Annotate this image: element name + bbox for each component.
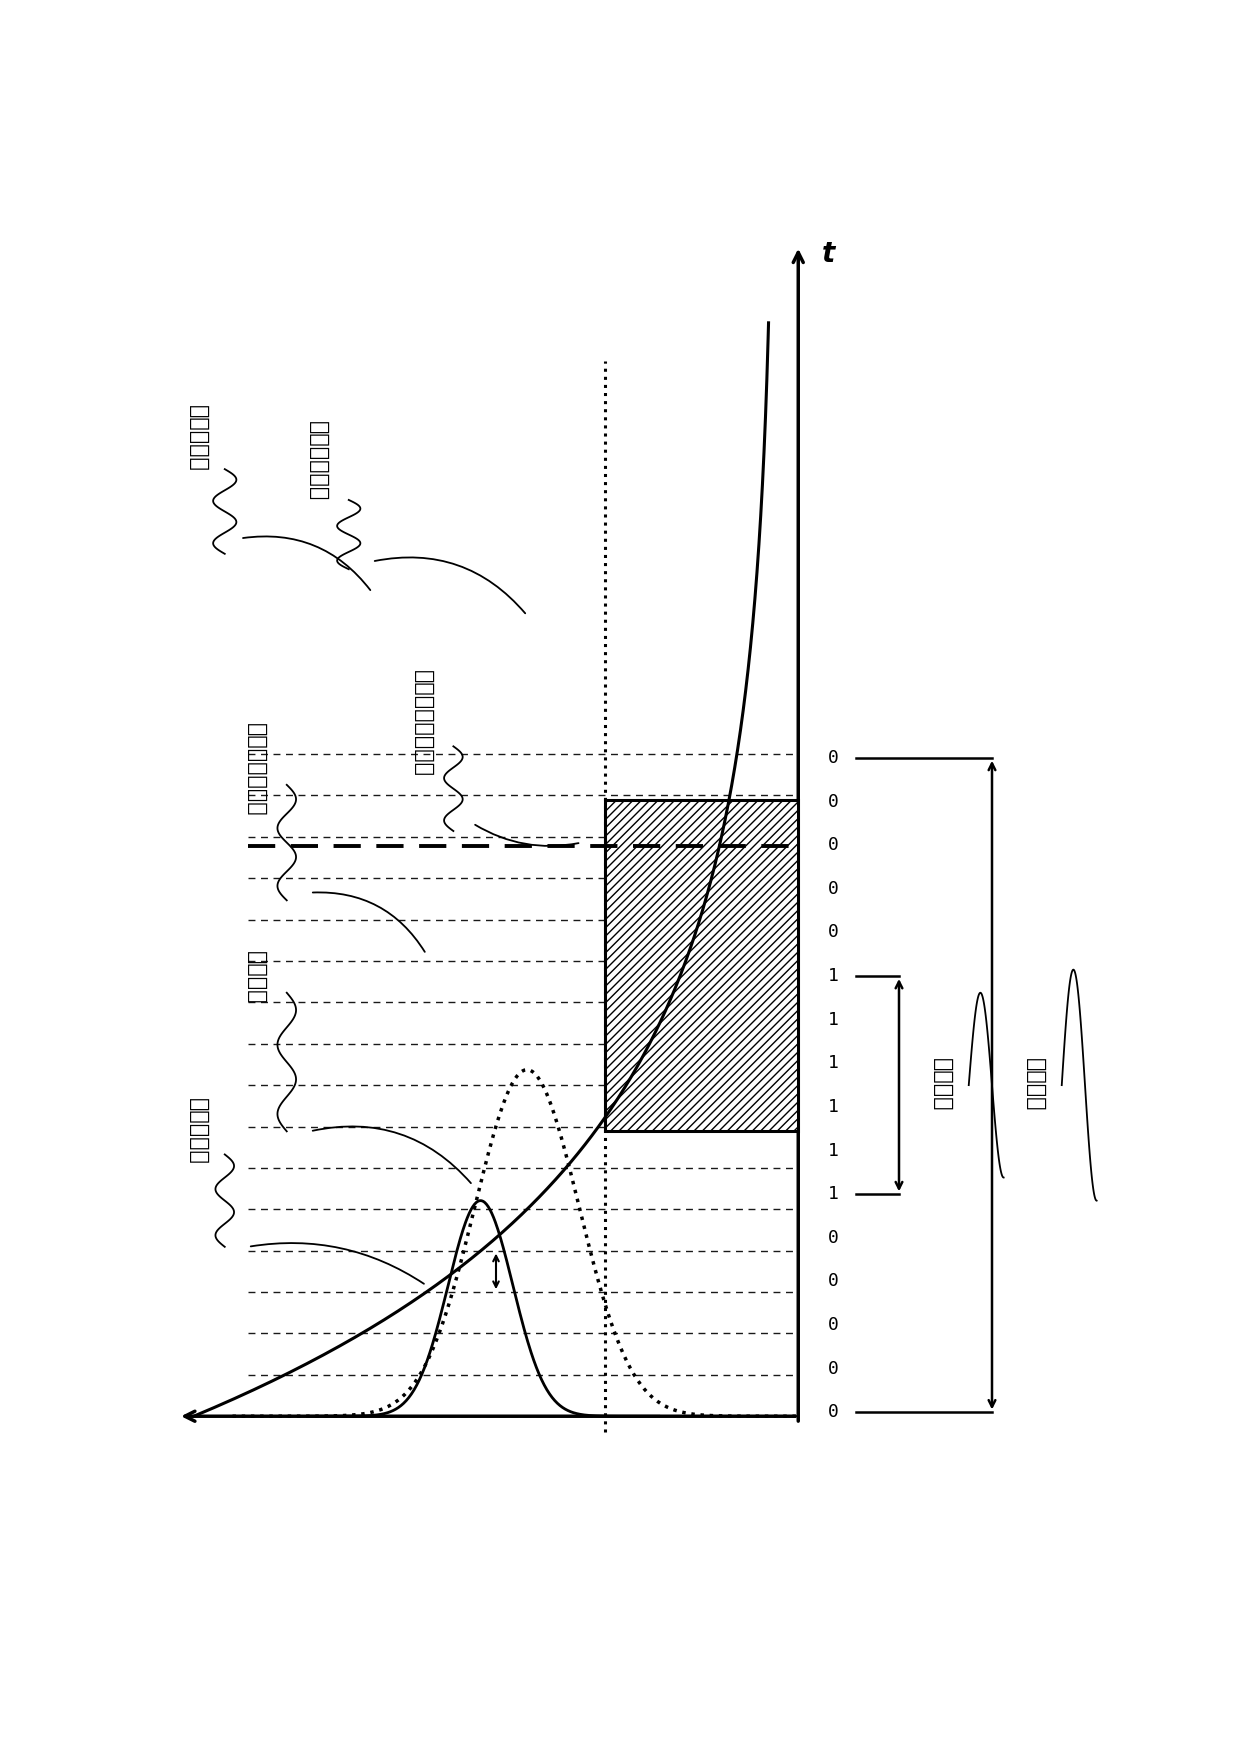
Text: 0: 0 [827,749,838,767]
Text: 激发光脉冲: 激发光脉冲 [187,1097,207,1165]
Text: 激发光脉冲: 激发光脉冲 [187,405,207,472]
Text: 测量间隔: 测量间隔 [1024,1059,1044,1111]
Text: 1: 1 [827,968,838,985]
Bar [605,800,799,1132]
Text: 0: 0 [827,880,838,898]
Text: 0: 0 [827,1272,838,1291]
Text: 0: 0 [827,1359,838,1378]
Text: 1: 1 [827,1012,838,1029]
Text: 0: 0 [827,793,838,811]
Text: 采样间隔: 采样间隔 [246,950,265,1005]
Text: 模拟探测器信号: 模拟探测器信号 [246,723,265,816]
Text: 1: 1 [827,1141,838,1160]
Text: 用于比较器的阈値: 用于比较器的阈値 [413,669,433,777]
Text: 1: 1 [827,1053,838,1073]
Text: 1: 1 [827,1184,838,1204]
Text: t: t [822,239,835,267]
Text: 0: 0 [827,1403,838,1422]
Text: 光子间隔: 光子间隔 [931,1059,951,1111]
Text: 0: 0 [827,924,838,942]
Text: 0: 0 [827,1315,838,1335]
Text: 1: 1 [827,1097,838,1116]
Text: 0: 0 [827,1228,838,1247]
Text: 0: 0 [827,837,838,854]
Text: 荧光衰减曲线: 荧光衰减曲线 [308,421,327,501]
